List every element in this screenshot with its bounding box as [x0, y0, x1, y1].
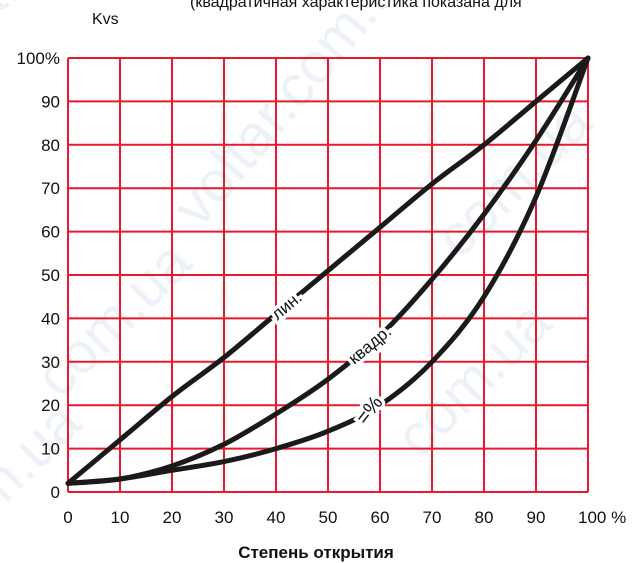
y-tick-label: 40: [41, 309, 60, 328]
x-tick-label: 100 %: [578, 508, 626, 527]
chart-title: (квадратичная характеристика показана дл…: [190, 0, 522, 11]
y-tick-label: 80: [41, 136, 60, 155]
x-tick-label: 70: [423, 508, 442, 527]
y-tick-label: 100%: [17, 49, 60, 68]
series-line-equal-percentage: [65, 55, 591, 486]
y-tick-label: 60: [41, 223, 60, 242]
x-tick-label: 0: [63, 508, 72, 527]
watermark-text: voltar.com.ua: [160, 0, 432, 238]
series-line-quadratic: [65, 55, 591, 486]
y-tick-label: 90: [41, 92, 60, 111]
x-tick-label: 30: [215, 508, 234, 527]
y-tick-label: 70: [41, 179, 60, 198]
x-tick-label: 80: [475, 508, 494, 527]
x-tick-label: 10: [111, 508, 130, 527]
x-axis-label: Степень открытия: [238, 543, 394, 562]
x-tick-label: 50: [319, 508, 338, 527]
y-axis-label: Kvs: [92, 11, 119, 28]
x-tick-label: 90: [527, 508, 546, 527]
y-tick-label: 0: [51, 483, 60, 502]
x-tick-label: 40: [267, 508, 286, 527]
grid: [67, 57, 589, 493]
ticks: 0 10 20 30 40 50 60 70 80 90 100 % 0 10 20 30 40 50 60 70 8…: [17, 49, 627, 527]
x-tick-label: 20: [163, 508, 182, 527]
series-line-linear: [65, 55, 591, 486]
y-tick-label: 20: [41, 396, 60, 415]
y-tick-label: 30: [41, 353, 60, 372]
y-tick-label: 50: [41, 266, 60, 285]
y-tick-label: 10: [41, 440, 60, 459]
x-tick-label: 60: [371, 508, 390, 527]
